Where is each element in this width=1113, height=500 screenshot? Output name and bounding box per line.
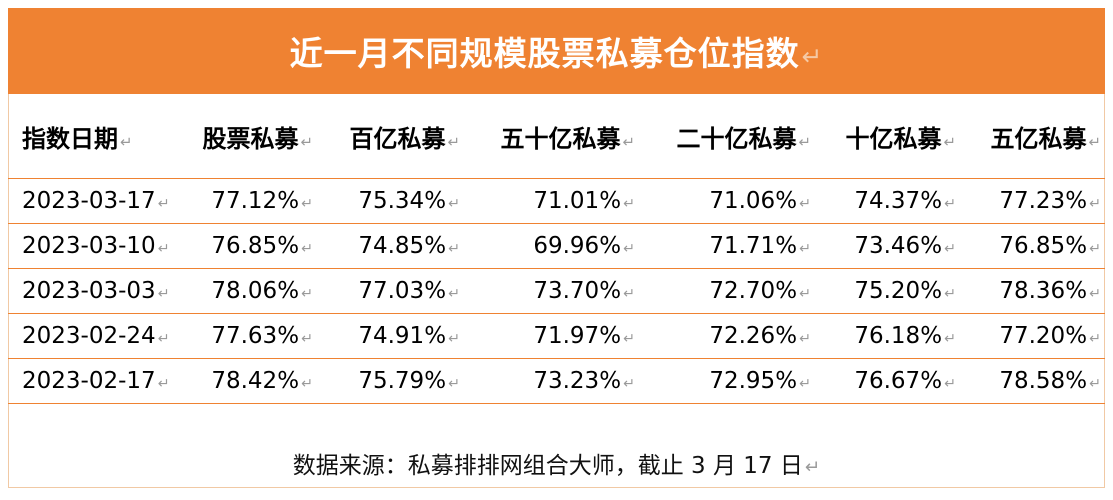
paragraph-mark-icon: ↵ bbox=[301, 241, 313, 257]
table-cell: 78.58% ↵ bbox=[960, 358, 1105, 404]
paragraph-mark-icon: ↵ bbox=[1089, 331, 1101, 347]
paragraph-mark-icon: ↵ bbox=[944, 286, 956, 302]
header-cell: 股票私募 ↵ bbox=[168, 94, 317, 179]
paragraph-mark-icon: ↵ bbox=[301, 286, 313, 302]
header-cell: 五亿私募 ↵ bbox=[960, 94, 1105, 179]
table-cell: 78.42% ↵ bbox=[168, 358, 317, 404]
table-cell: 71.01% ↵ bbox=[464, 178, 639, 224]
table-cell: 72.95% ↵ bbox=[639, 358, 815, 404]
paragraph-mark-icon: ↵ bbox=[623, 286, 635, 302]
table-cell: 78.06% ↵ bbox=[168, 268, 317, 314]
paragraph-mark-icon: ↵ bbox=[801, 42, 824, 71]
table-row: 2023-03-10 ↵ 76.85% ↵ 74.85% ↵ 69.96% ↵ 71.7… bbox=[8, 223, 1105, 269]
paragraph-mark-icon: ↵ bbox=[157, 376, 170, 392]
paragraph-mark-icon: ↵ bbox=[447, 132, 460, 151]
table-cell: 75.34% ↵ bbox=[317, 178, 464, 224]
title-bar: 近一月不同规模股票私募仓位指数↵ bbox=[8, 8, 1105, 94]
table-cell: 76.85% ↵ bbox=[168, 223, 317, 269]
table-cell: 71.06% ↵ bbox=[639, 178, 815, 224]
paragraph-mark-icon: ↵ bbox=[1089, 286, 1101, 302]
paragraph-mark-icon: ↵ bbox=[300, 132, 313, 151]
paragraph-mark-icon: ↵ bbox=[804, 457, 821, 478]
paragraph-mark-icon: ↵ bbox=[1089, 376, 1101, 392]
table-cell: 74.85% ↵ bbox=[317, 223, 464, 269]
table-cell: 71.71% ↵ bbox=[639, 223, 815, 269]
table-cell: 73.46% ↵ bbox=[815, 223, 960, 269]
paragraph-mark-icon: ↵ bbox=[944, 241, 956, 257]
paragraph-mark-icon: ↵ bbox=[944, 331, 956, 347]
paragraph-mark-icon: ↵ bbox=[943, 132, 956, 151]
table-cell: 76.18% ↵ bbox=[815, 313, 960, 359]
paragraph-mark-icon: ↵ bbox=[622, 132, 635, 151]
paragraph-mark-icon: ↵ bbox=[798, 132, 811, 151]
table-cell: 74.37% ↵ bbox=[815, 178, 960, 224]
paragraph-mark-icon: ↵ bbox=[799, 286, 811, 302]
table-row: 2023-03-03 ↵ 78.06% ↵ 77.03% ↵ 73.70% ↵ 72.7… bbox=[8, 268, 1105, 314]
paragraph-mark-icon: ↵ bbox=[448, 241, 460, 257]
paragraph-mark-icon: ↵ bbox=[799, 196, 811, 212]
paragraph-mark-icon: ↵ bbox=[448, 376, 460, 392]
table-header-row: 指数日期 ↵ 股票私募 ↵ 百亿私募 ↵ 五十亿私募 ↵ 二十亿私募 ↵ 十亿私募 ↵ 五亿… bbox=[8, 94, 1105, 179]
paragraph-mark-icon: ↵ bbox=[1088, 132, 1101, 151]
paragraph-mark-icon: ↵ bbox=[623, 331, 635, 347]
paragraph-mark-icon: ↵ bbox=[448, 331, 460, 347]
table-cell: 2023-03-17 ↵ bbox=[8, 178, 170, 224]
paragraph-mark-icon: ↵ bbox=[1089, 196, 1101, 212]
table-cell: 74.91% ↵ bbox=[317, 313, 464, 359]
header-cell: 二十亿私募 ↵ bbox=[639, 94, 815, 179]
paragraph-mark-icon: ↵ bbox=[944, 376, 956, 392]
table-cell: 76.85% ↵ bbox=[960, 223, 1105, 269]
paragraph-mark-icon: ↵ bbox=[448, 196, 460, 212]
data-source-note: 数据来源：私募排排网组合大师，截止 3 月 17 日 ↵ bbox=[292, 453, 821, 479]
table-cell: 75.79% ↵ bbox=[317, 358, 464, 404]
table-row: 2023-03-17 ↵ 77.12% ↵ 75.34% ↵ 71.01% ↵ 71.0… bbox=[8, 178, 1105, 224]
paragraph-mark-icon: ↵ bbox=[301, 331, 313, 347]
header-cell: 百亿私募 ↵ bbox=[317, 94, 464, 179]
table-cell: 77.03% ↵ bbox=[317, 268, 464, 314]
table-cell: 69.96% ↵ bbox=[464, 223, 639, 269]
paragraph-mark-icon: ↵ bbox=[799, 331, 811, 347]
table-cell: 77.63% ↵ bbox=[168, 313, 317, 359]
table-row: 2023-02-24 ↵ 77.63% ↵ 74.91% ↵ 71.97% ↵ 72.2… bbox=[8, 313, 1105, 359]
paragraph-mark-icon: ↵ bbox=[623, 241, 635, 257]
paragraph-mark-icon: ↵ bbox=[1089, 241, 1101, 257]
paragraph-mark-icon: ↵ bbox=[944, 196, 956, 212]
paragraph-mark-icon: ↵ bbox=[157, 331, 170, 347]
paragraph-mark-icon: ↵ bbox=[623, 376, 635, 392]
table-cell: 73.23% ↵ bbox=[464, 358, 639, 404]
paragraph-mark-icon: ↵ bbox=[157, 286, 170, 302]
header-cell: 指数日期 ↵ bbox=[8, 94, 168, 179]
table-cell: 72.70% ↵ bbox=[639, 268, 815, 314]
paragraph-mark-icon: ↵ bbox=[799, 241, 811, 257]
paragraph-mark-icon: ↵ bbox=[301, 196, 313, 212]
table-cell: 77.20% ↵ bbox=[960, 313, 1105, 359]
position-index-table: 指数日期 ↵ 股票私募 ↵ 百亿私募 ↵ 五十亿私募 ↵ 二十亿私募 ↵ 十亿私募 ↵ 五亿… bbox=[8, 94, 1105, 404]
paragraph-mark-icon: ↵ bbox=[120, 132, 133, 151]
table-row: 2023-02-17 ↵ 78.42% ↵ 75.79% ↵ 73.23% ↵ 72.9… bbox=[8, 358, 1105, 404]
table-cell: 77.12% ↵ bbox=[168, 178, 317, 224]
header-cell: 十亿私募 ↵ bbox=[815, 94, 960, 179]
table-cell: 71.97% ↵ bbox=[464, 313, 639, 359]
paragraph-mark-icon: ↵ bbox=[623, 196, 635, 212]
paragraph-mark-icon: ↵ bbox=[448, 286, 460, 302]
table-cell: 2023-03-10 ↵ bbox=[8, 223, 170, 269]
paragraph-mark-icon: ↵ bbox=[157, 196, 170, 212]
table-title: 近一月不同规模股票私募仓位指数↵ bbox=[289, 34, 824, 73]
table-cell: 78.36% ↵ bbox=[960, 268, 1105, 314]
table-cell: 2023-02-17 ↵ bbox=[8, 358, 170, 404]
table-cell: 75.20% ↵ bbox=[815, 268, 960, 314]
paragraph-mark-icon: ↵ bbox=[157, 241, 170, 257]
table-cell: 73.70% ↵ bbox=[464, 268, 639, 314]
paragraph-mark-icon: ↵ bbox=[301, 376, 313, 392]
header-cell: 五十亿私募 ↵ bbox=[464, 94, 639, 179]
table-cell: 2023-02-24 ↵ bbox=[8, 313, 170, 359]
table-cell: 72.26% ↵ bbox=[639, 313, 815, 359]
table-cell: 76.67% ↵ bbox=[815, 358, 960, 404]
table-cell: 77.23% ↵ bbox=[960, 178, 1105, 224]
table-cell: 2023-03-03 ↵ bbox=[8, 268, 170, 314]
paragraph-mark-icon: ↵ bbox=[799, 376, 811, 392]
